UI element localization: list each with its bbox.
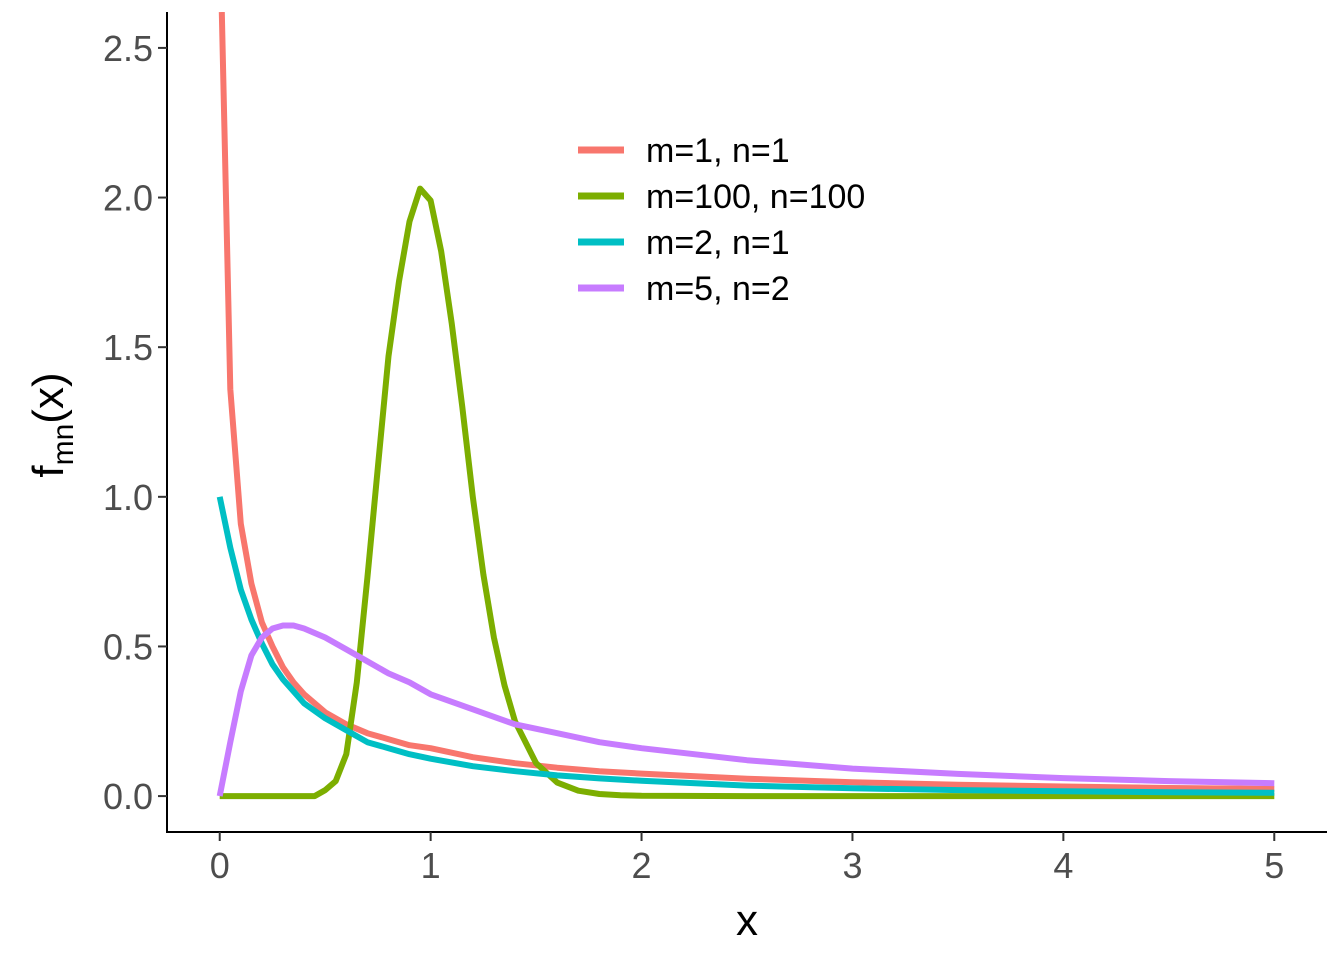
x-ticks: 0 1 2 3 4 5 — [210, 832, 1285, 886]
series-line-1 — [222, 12, 1275, 789]
legend-label-1: m=1, n=1 — [646, 132, 790, 170]
y-ticks: 0.0 0.5 1.0 1.5 2.0 2.5 — [103, 28, 167, 817]
y-tick-label: 1.5 — [103, 327, 153, 368]
series-line-4 — [220, 626, 1275, 797]
y-tick-label: 0.5 — [103, 626, 153, 667]
legend: m=1, n=1 m=100, n=100 m=2, n=1 m=5, n=2 — [578, 132, 865, 308]
x-tick-label: 5 — [1264, 845, 1284, 886]
legend-label-4: m=5, n=2 — [646, 270, 790, 308]
y-tick-label: 2.0 — [103, 178, 153, 219]
x-tick-label: 4 — [1053, 845, 1073, 886]
x-tick-label: 1 — [421, 845, 441, 886]
x-axis-title: x — [736, 896, 758, 945]
y-tick-label: 0.0 — [103, 776, 153, 817]
y-axis-title-subscript: mn — [47, 424, 80, 466]
chart-svg: 0 1 2 3 4 5 0.0 0.5 1.0 1.5 2.0 2.5 x fmn(x) m=1, … — [0, 0, 1344, 960]
y-axis-title-paren: (x) — [24, 372, 73, 423]
legend-label-3: m=2, n=1 — [646, 224, 790, 262]
y-axis-title-main: f — [24, 465, 73, 478]
series-layer — [220, 12, 1275, 796]
x-tick-label: 0 — [210, 845, 230, 886]
y-axis-title: fmn(x) — [24, 372, 80, 477]
legend-label-2: m=100, n=100 — [646, 178, 865, 216]
x-tick-label: 2 — [632, 845, 652, 886]
y-tick-label: 2.5 — [103, 28, 153, 69]
y-tick-label: 1.0 — [103, 477, 153, 518]
x-tick-label: 3 — [842, 845, 862, 886]
series-line-3 — [220, 497, 1275, 793]
